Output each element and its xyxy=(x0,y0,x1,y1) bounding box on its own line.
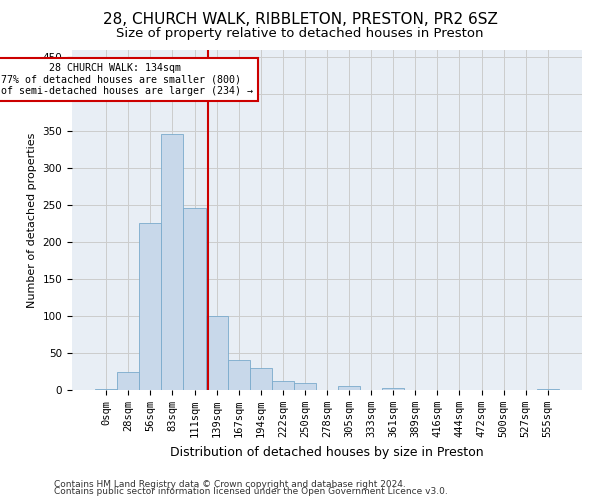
Bar xyxy=(227,360,250,390)
X-axis label: Distribution of detached houses by size in Preston: Distribution of detached houses by size … xyxy=(170,446,484,458)
Bar xyxy=(294,384,316,390)
Bar xyxy=(184,208,206,390)
Bar xyxy=(95,388,117,390)
Text: Size of property relative to detached houses in Preston: Size of property relative to detached ho… xyxy=(116,28,484,40)
Text: 28, CHURCH WALK, RIBBLETON, PRESTON, PR2 6SZ: 28, CHURCH WALK, RIBBLETON, PRESTON, PR2… xyxy=(103,12,497,28)
Bar xyxy=(338,386,360,390)
Bar xyxy=(206,316,227,390)
Bar xyxy=(139,223,161,390)
Bar xyxy=(537,388,559,390)
Text: Contains public sector information licensed under the Open Government Licence v3: Contains public sector information licen… xyxy=(54,487,448,496)
Bar xyxy=(161,134,184,390)
Text: 28 CHURCH WALK: 134sqm
← 77% of detached houses are smaller (800)
23% of semi-de: 28 CHURCH WALK: 134sqm ← 77% of detached… xyxy=(0,63,253,96)
Text: Contains HM Land Registry data © Crown copyright and database right 2024.: Contains HM Land Registry data © Crown c… xyxy=(54,480,406,489)
Bar xyxy=(382,388,404,390)
Bar xyxy=(117,372,139,390)
Y-axis label: Number of detached properties: Number of detached properties xyxy=(27,132,37,308)
Bar xyxy=(250,368,272,390)
Bar xyxy=(272,381,294,390)
